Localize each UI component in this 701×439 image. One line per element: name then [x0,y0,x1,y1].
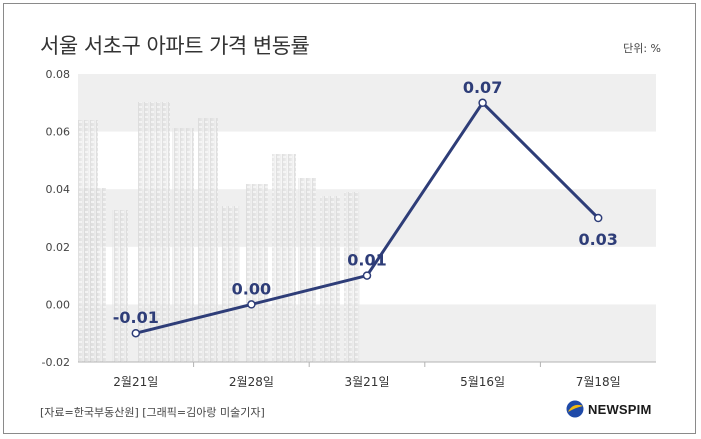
data-label: -0.01 [113,308,159,327]
x-tick-label: 3월21일 [345,375,390,389]
newspim-logo: NEWSPIM [566,400,652,418]
data-point [131,328,141,338]
y-tick-label: 0.04 [46,183,71,196]
data-point [593,213,603,223]
unit-label: 단위: % [623,42,661,55]
y-tick-label: -0.02 [42,356,70,369]
data-point [247,300,256,309]
data-labels: -0.01 0.00 0.01 0.07 0.03 [113,78,618,327]
newspim-logo-text: NEWSPIM [588,401,652,417]
newspim-logo-icon [566,400,584,418]
y-tick-label: 0.08 [46,68,71,81]
y-tick-label: 0.06 [46,126,71,139]
y-axis: -0.02 0.00 0.02 0.04 0.06 0.08 [42,68,70,369]
data-point [478,98,487,108]
x-tick-label: 2월28일 [229,375,274,389]
building-illustration [78,102,360,362]
chart-title: 서울 서초구 아파트 가격 변동률 [40,34,310,58]
x-tick-label: 2월21일 [113,375,158,389]
y-tick-label: 0.00 [46,298,71,311]
data-points [131,98,603,338]
data-label: 0.07 [463,78,502,97]
x-axis: 2월21일 2월28일 3월21일 5월16일 7월18일 [113,362,621,389]
data-point [362,271,372,280]
source-credit: [자료=한국부동산원] [그래픽=김아랑 미술기자] [40,406,265,419]
x-tick-label: 5월16일 [460,375,505,389]
data-label: 0.01 [347,251,386,270]
y-tick-label: 0.02 [46,241,71,254]
x-tick-label: 7월18일 [576,375,621,389]
grid-band [78,74,656,132]
data-label: 0.00 [232,279,271,298]
data-label: 0.03 [578,230,617,249]
